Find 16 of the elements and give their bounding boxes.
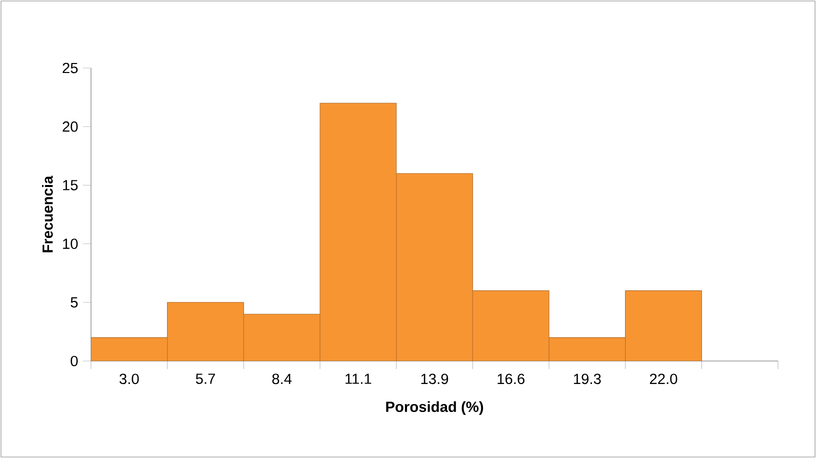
y-tick-label: 0: [70, 356, 78, 366]
x-tick-label: 3.0: [120, 374, 139, 384]
y-tick-label: 20: [62, 121, 78, 132]
y-tick-label: 15: [63, 180, 78, 190]
x-axis-title: Porosidad (%): [386, 401, 484, 415]
y-axis-title: Frecuencia: [42, 176, 53, 252]
x-tick-label: 13.9: [421, 374, 448, 384]
x-tick-label: 22.0: [650, 374, 678, 384]
y-tick-label: 25: [62, 62, 78, 74]
x-tick-label: 16.6: [498, 374, 524, 384]
x-tick-label: 8.4: [272, 374, 292, 384]
x-tick-label: 5.7: [196, 374, 215, 384]
y-tick-label: 5: [70, 297, 78, 308]
x-tick-label: 19.3: [574, 374, 601, 384]
x-tick-label: 11.1: [346, 374, 372, 384]
y-tick-label: 10: [63, 238, 78, 249]
